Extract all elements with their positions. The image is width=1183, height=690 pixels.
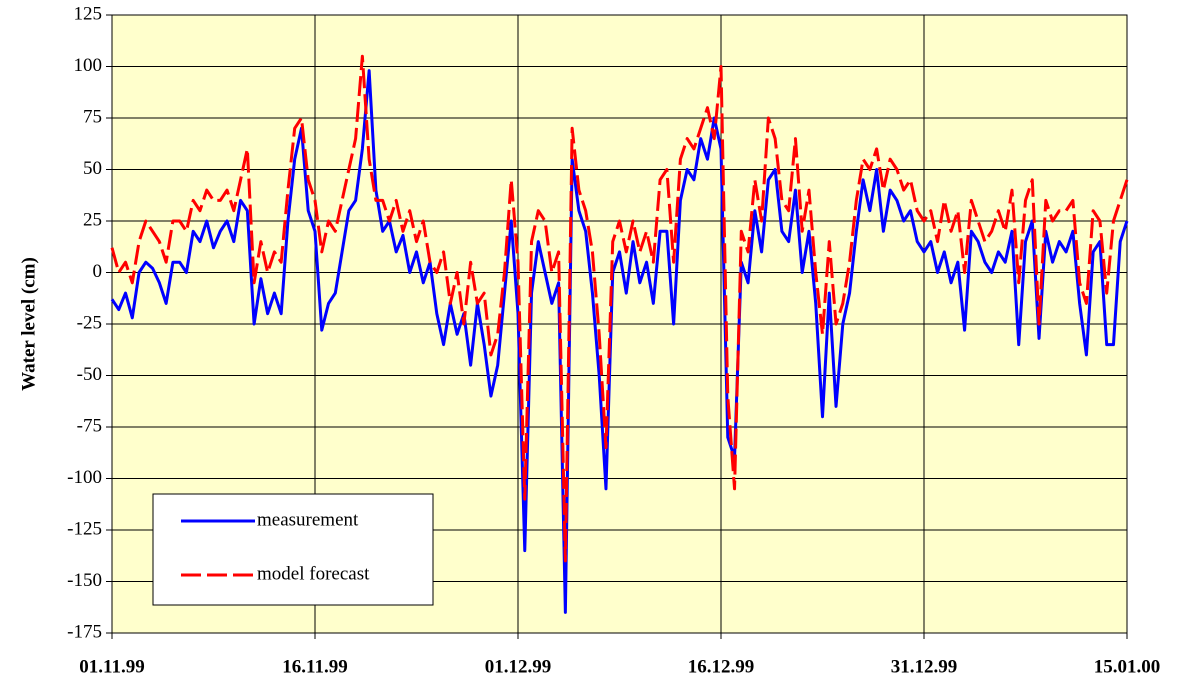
y-tick-label: 25 — [83, 209, 102, 230]
legend-label: measurement — [257, 509, 359, 530]
x-tick-label: 16.12.99 — [688, 656, 755, 677]
y-tick-label: 75 — [83, 106, 102, 127]
plot-border — [111, 14, 1128, 634]
y-axis-label: Water level (cm) — [18, 257, 39, 391]
y-tick-label: -75 — [77, 415, 102, 436]
y-tick-label: 125 — [74, 3, 103, 24]
legend-box — [152, 493, 434, 606]
x-tick-label: 15.01.00 — [1094, 656, 1161, 677]
x-tick-label: 16.11.99 — [282, 656, 347, 677]
y-tick-label: 100 — [74, 55, 103, 76]
y-tick-label: -100 — [67, 467, 102, 488]
y-tick-label: -175 — [67, 621, 102, 642]
legend-label: model forecast — [257, 563, 370, 584]
y-tick-label: -50 — [77, 364, 102, 385]
x-tick-label: 01.11.99 — [79, 656, 144, 677]
y-tick-label: -25 — [77, 312, 102, 333]
x-tick-label: 01.12.99 — [485, 656, 552, 677]
line-series — [110, 54, 1129, 563]
line-series — [110, 69, 1129, 614]
y-tick-label: -125 — [67, 518, 102, 539]
y-tick-label: 50 — [83, 158, 102, 179]
y-tick-label: -150 — [67, 570, 102, 591]
x-tick-label: 31.12.99 — [891, 656, 958, 677]
y-tick-label: 0 — [93, 261, 103, 282]
